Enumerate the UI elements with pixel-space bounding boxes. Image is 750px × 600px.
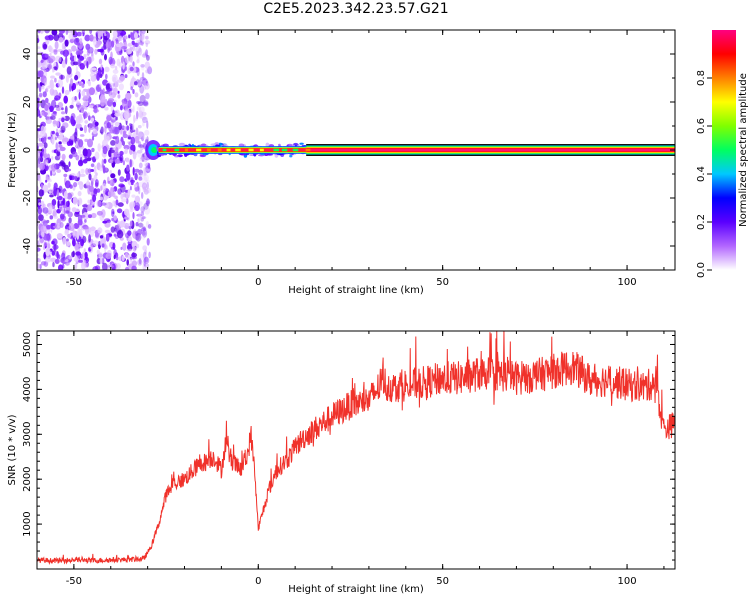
snr-ytick-label: 3000 — [22, 422, 33, 447]
spectrogram-xtick-label: 0 — [255, 277, 261, 288]
colorbar-tick-label: 0.8 — [696, 70, 707, 86]
spectrogram-xtick-label: 50 — [436, 277, 449, 288]
colorbar-tick-label: 0.6 — [696, 118, 707, 134]
snr-xtick-label: 0 — [255, 576, 261, 587]
spectrogram-ylabel: Frequency (Hz) — [7, 112, 18, 188]
spectrogram-carrier-line — [158, 144, 675, 156]
snr-series — [37, 331, 675, 566]
spectrogram-xtick-label: 100 — [618, 277, 637, 288]
colorbar-ticks: 0.0 0.2 0.4 0.6 0.8 — [696, 70, 712, 278]
snr-ytick-label: 1000 — [22, 511, 33, 536]
spectrogram-ticks: -50 0 50 100 -40 -20 0 20 40 — [22, 29, 675, 288]
snr-ytick-label: 5000 — [22, 332, 33, 357]
colorbar: 0.0 0.2 0.4 0.6 0.8 Normalized spectral ampl… — [696, 30, 749, 278]
snr-panel: -50 0 50 100 1000 2000 3000 4000 5000 Height of … — [7, 330, 676, 595]
snr-ytick-label: 4000 — [22, 377, 33, 402]
spectrogram-panel: -50 0 50 100 -40 -20 0 20 40 Height of straight … — [7, 29, 676, 296]
spectrogram-ytick-label: 20 — [22, 96, 33, 109]
colorbar-tick-label: 0.0 — [696, 262, 707, 278]
colorbar-gradient — [712, 30, 736, 270]
snr-ytick-label: 2000 — [22, 466, 33, 491]
snr-ylabel: SNR (10 * v/v) — [7, 414, 18, 485]
snr-xtick-label: 50 — [436, 576, 449, 587]
spectrogram-ytick-label: 40 — [22, 48, 33, 61]
snr-xlabel: Height of straight line (km) — [288, 584, 424, 595]
colorbar-tick-label: 0.4 — [696, 166, 707, 182]
spectrogram-ytick-label: -40 — [22, 238, 33, 254]
spectrogram-ytick-label: 0 — [22, 147, 33, 153]
colorbar-label: Normalized spectral amplitude — [738, 73, 749, 227]
spectrogram-image — [37, 30, 675, 270]
snr-xtick-label: 100 — [618, 576, 637, 587]
snr-ticks: -50 0 50 100 1000 2000 3000 4000 5000 — [22, 331, 675, 587]
snr-xtick-label: -50 — [66, 576, 82, 587]
colorbar-tick-label: 0.2 — [696, 214, 707, 230]
snr-line — [37, 331, 675, 566]
spectrogram-xlabel: Height of straight line (km) — [288, 285, 424, 296]
spectrogram-ytick-label: -20 — [22, 190, 33, 206]
spectrogram-xtick-label: -50 — [66, 277, 82, 288]
spectrogram-noise-region — [37, 30, 153, 270]
page-title: C2E5.2023.342.23.57.G21 — [263, 1, 449, 17]
snr-frame — [36, 330, 676, 570]
